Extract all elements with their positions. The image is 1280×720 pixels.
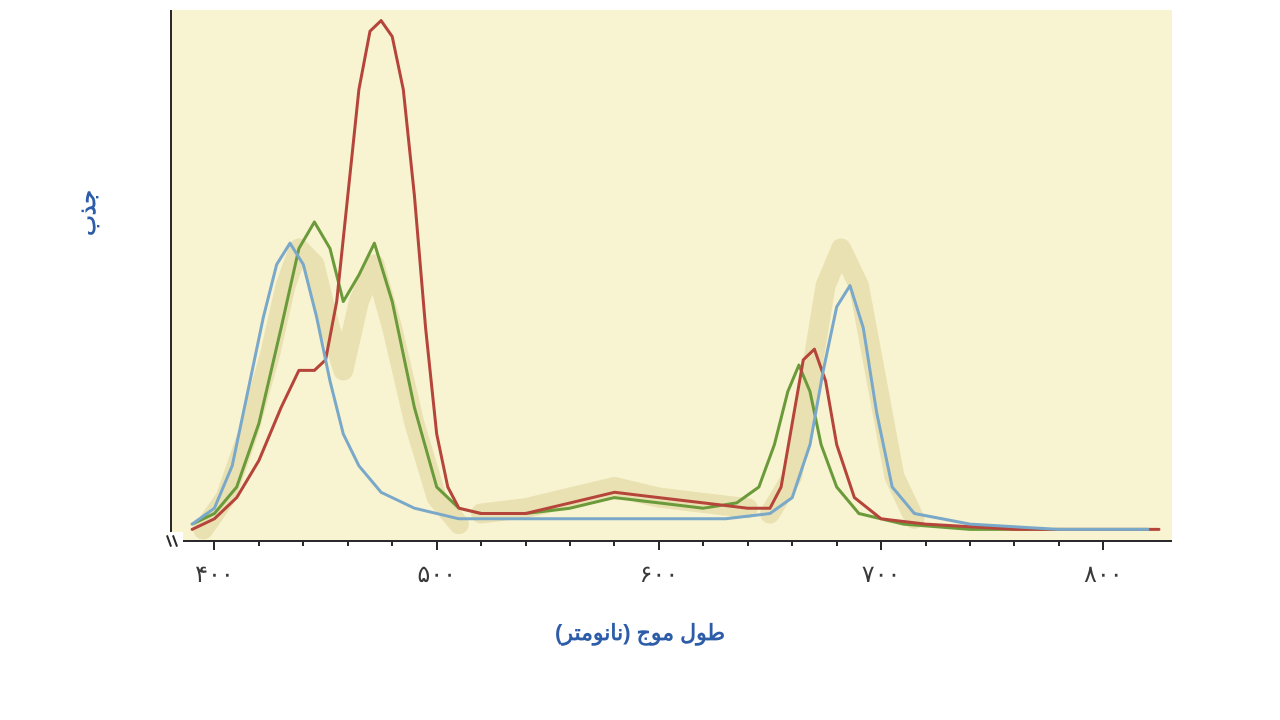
xtick-minor xyxy=(613,540,615,546)
xtick-minor xyxy=(569,540,571,546)
xtick-minor xyxy=(302,540,304,546)
xtick-minor xyxy=(747,540,749,546)
xtick-minor xyxy=(702,540,704,546)
xtick-minor xyxy=(525,540,527,546)
xtick-mark xyxy=(658,540,660,550)
xtick-label: ۵۰۰ xyxy=(417,560,456,589)
xtick-label: ۷۰۰ xyxy=(862,560,901,589)
xtick-minor xyxy=(391,540,393,546)
xtick-minor xyxy=(258,540,260,546)
y-axis-label: جذب xyxy=(75,190,101,236)
xtick-mark xyxy=(436,540,438,550)
xtick-minor xyxy=(969,540,971,546)
xtick-minor xyxy=(1013,540,1015,546)
spectrum-curves xyxy=(170,10,1170,540)
xtick-label: ۴۰۰ xyxy=(195,560,234,589)
xtick-mark xyxy=(1102,540,1104,550)
series-chlorophyll-a-blue xyxy=(192,243,1148,529)
xtick-minor xyxy=(347,540,349,546)
xtick-minor xyxy=(925,540,927,546)
xtick-mark xyxy=(880,540,882,550)
xtick-label: ۶۰۰ xyxy=(640,560,679,589)
x-axis-label: طول موج (نانومتر) xyxy=(95,620,1185,646)
series-layer xyxy=(192,21,1159,530)
xtick-label: ۸۰۰ xyxy=(1084,560,1123,589)
chart-frame: جذب طول موج (نانومتر) ۴۰۰۵۰۰۶۰۰۷۰۰۸۰۰ xyxy=(95,0,1185,660)
xtick-minor xyxy=(791,540,793,546)
xtick-minor xyxy=(480,540,482,546)
xtick-minor xyxy=(1058,540,1060,546)
xtick-mark xyxy=(213,540,215,550)
xtick-minor xyxy=(836,540,838,546)
